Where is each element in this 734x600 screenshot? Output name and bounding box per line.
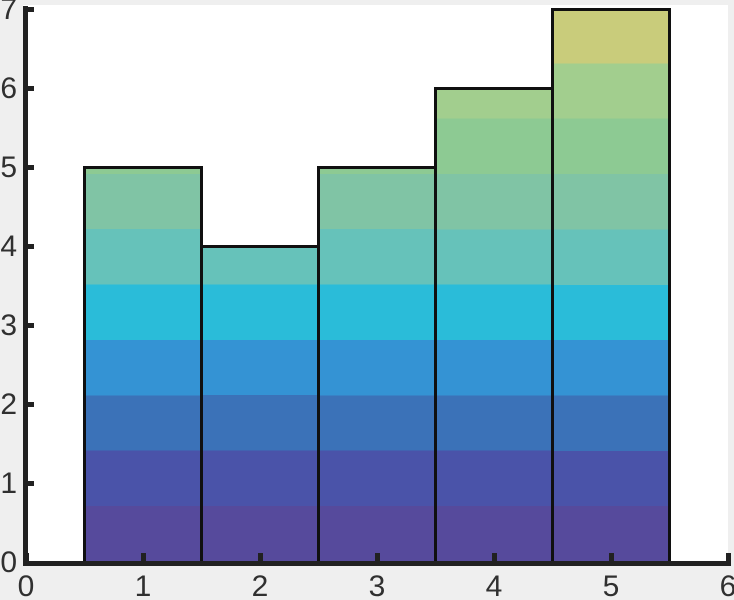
x-axis-spine	[23, 561, 731, 566]
y-tick-label: 2	[0, 387, 17, 421]
y-tick	[28, 244, 34, 250]
y-tick	[28, 560, 34, 566]
y-tick	[28, 481, 34, 487]
histogram-bar	[434, 87, 554, 565]
x-tick-label: 1	[134, 570, 152, 600]
y-tick-label: 1	[0, 466, 17, 500]
x-tick	[608, 553, 614, 561]
x-tick-label: 5	[602, 570, 620, 600]
x-tick	[23, 553, 29, 561]
x-tick	[491, 553, 497, 561]
x-tick	[140, 553, 146, 561]
x-tick	[374, 553, 380, 561]
y-tick	[28, 7, 34, 12]
y-tick-label: 0	[0, 545, 17, 579]
histogram-bar	[317, 166, 437, 565]
y-tick-label: 7	[0, 0, 17, 26]
x-tick-label: 2	[251, 570, 269, 600]
x-tick-label: 3	[368, 570, 386, 600]
y-tick	[28, 86, 34, 92]
y-tick-label: 6	[0, 71, 17, 105]
y-tick	[28, 323, 34, 329]
x-tick	[257, 553, 263, 561]
y-axis-spine	[23, 6, 28, 566]
x-tick-label: 0	[17, 570, 35, 600]
y-tick	[28, 165, 34, 171]
histogram-bar	[200, 245, 320, 565]
x-tick-label: 4	[485, 570, 503, 600]
y-tick-label: 5	[0, 150, 17, 184]
histogram-bar	[83, 166, 203, 565]
x-tick-label: 6	[719, 570, 734, 600]
y-tick-label: 3	[0, 308, 17, 342]
y-tick-label: 4	[0, 229, 17, 263]
histogram-bar	[551, 8, 671, 565]
x-tick	[725, 553, 731, 561]
y-tick	[28, 402, 34, 408]
